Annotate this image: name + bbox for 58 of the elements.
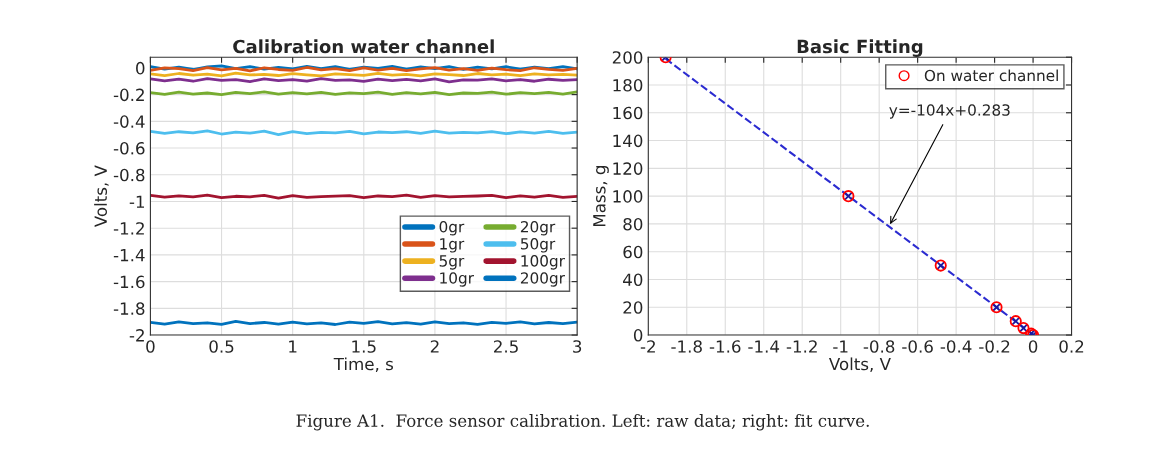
y-tick-label: 140: [613, 134, 643, 148]
y-tick-label: 0: [633, 329, 643, 342]
x-tick-label: 0.2: [1059, 340, 1084, 353]
x-tick-label: 2.5: [494, 340, 518, 353]
caption: Figure A1. Force sensor calibration. Left: raw data; right: fit curve.: [296, 414, 869, 431]
y-axis-title: Mass, g: [593, 166, 609, 227]
legend-label: 0gr: [439, 220, 465, 236]
x-tick-label: -0.2: [979, 340, 1010, 353]
chart-title: Calibration water channel: [233, 39, 494, 54]
legend-label: 5gr: [439, 255, 465, 270]
legend-label: 100gr: [521, 255, 565, 270]
y-tick-label: -0.6: [113, 142, 145, 155]
x-tick-label: 0: [146, 340, 155, 353]
y-tick-label: 160: [613, 106, 643, 120]
y-tick-label: -1.2: [113, 222, 144, 235]
legend-label: 1gr: [440, 238, 465, 253]
x-tick-label: -2: [640, 340, 655, 353]
y-tick-label: 100: [613, 190, 643, 203]
y-axis-title: Volts, V: [94, 165, 109, 228]
y-tick-label: -1: [129, 195, 145, 208]
y-tick-label: 180: [613, 78, 643, 92]
x-tick-label: -0.4: [940, 340, 972, 353]
y-tick-label: -1.8: [113, 302, 145, 315]
legend-label: 200gr: [520, 272, 565, 287]
x-tick-label: -1.6: [709, 340, 741, 353]
x-axis-title: Time, s: [333, 357, 394, 373]
x-tick-label: -1.4: [748, 340, 780, 353]
chart-title: Basic Fitting: [797, 39, 923, 57]
x-tick-label: 1.5: [352, 340, 376, 353]
y-tick-label: 60: [623, 245, 643, 259]
legend-label: 50gr: [520, 238, 556, 253]
y-tick-label: 20: [623, 301, 643, 314]
y-tick-label: -0.4: [113, 115, 145, 128]
x-tick-label: 2: [430, 340, 439, 353]
x-tick-label: -0.6: [902, 340, 933, 353]
y-tick-label: 120: [613, 162, 643, 175]
y-tick-label: -2: [129, 329, 144, 342]
x-tick-label: 0.5: [209, 340, 234, 353]
y-tick-label: -1.4: [113, 249, 145, 262]
y-tick-label: 40: [623, 273, 643, 287]
legend-label: 10gr: [440, 272, 474, 287]
x-tick-label: 1: [289, 340, 297, 353]
y-tick-label: -0.8: [113, 168, 145, 182]
y-tick-label: -0.2: [113, 88, 144, 102]
x-tick-label: 3: [573, 340, 582, 353]
annotation: y=-104x+0.283: [889, 104, 1010, 119]
y-tick-label: -1.6: [113, 275, 145, 289]
y-tick-label: 200: [612, 51, 643, 64]
x-axis-title: Volts, V: [828, 357, 891, 373]
y-tick-label: 80: [623, 217, 643, 231]
y-tick-label: 0: [136, 61, 145, 75]
legend-label: On water channel: [924, 69, 1058, 82]
x-tick-label: -1: [833, 340, 848, 353]
x-tick-label: -1.2: [786, 340, 817, 353]
x-tick-label: -1.8: [671, 340, 702, 353]
x-tick-label: 0: [1028, 340, 1038, 353]
legend-label: 20gr: [520, 220, 556, 236]
x-tick-label: -0.8: [863, 340, 895, 353]
